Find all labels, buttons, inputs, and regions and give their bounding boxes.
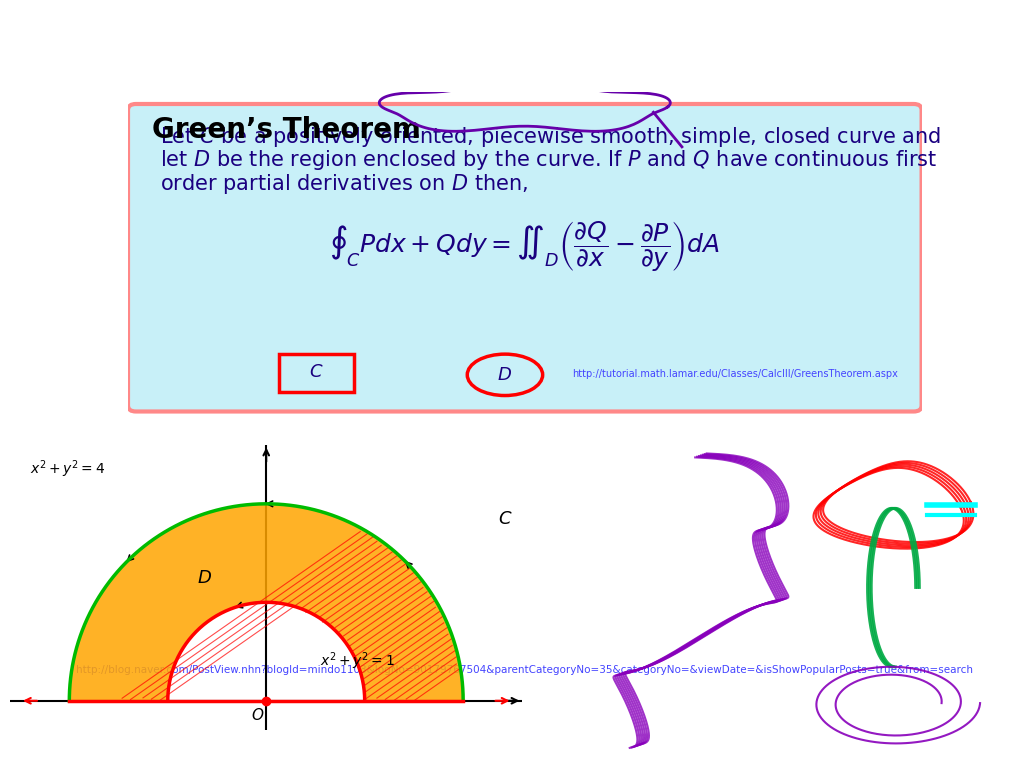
FancyBboxPatch shape (128, 104, 922, 412)
Text: $\mathit{C}$: $\mathit{C}$ (309, 362, 324, 381)
Text: $x^2+y^2=4$: $x^2+y^2=4$ (30, 458, 105, 480)
FancyBboxPatch shape (279, 353, 354, 392)
Ellipse shape (467, 354, 543, 396)
Text: let $\mathit{D}$ be the region enclosed by the curve. If $\mathit{P}$ and $\math: let $\mathit{D}$ be the region enclosed … (160, 148, 937, 172)
Text: $O$: $O$ (252, 707, 265, 723)
Text: $x^2+y^2=1$: $x^2+y^2=1$ (321, 650, 395, 672)
Text: $C$: $C$ (498, 509, 512, 528)
Text: order partial derivatives on $\mathit{D}$ then,: order partial derivatives on $\mathit{D}… (160, 172, 528, 196)
Text: $D$: $D$ (198, 568, 212, 587)
Text: Let $\mathit{C}$ be a positively oriented, piecewise smooth, simple, closed curv: Let $\mathit{C}$ be a positively oriente… (160, 124, 941, 149)
Text: Green’s Theorem: Green’s Theorem (152, 116, 421, 144)
Text: $\oint_C Pdx + Qdy = \iint_D \left( \dfrac{\partial Q}{\partial x} - \dfrac{\par: $\oint_C Pdx + Qdy = \iint_D \left( \dfr… (330, 220, 720, 274)
Polygon shape (70, 504, 463, 700)
Text: $\mathit{D}$: $\mathit{D}$ (498, 366, 512, 384)
Text: http://blog.naver.com/PostView.nhn?blogId=mindo1103&logNo=90179767504&parentCate: http://blog.naver.com/PostView.nhn?blogI… (77, 664, 973, 674)
Text: http://tutorial.math.lamar.edu/Classes/CalcIII/GreensTheorem.aspx: http://tutorial.math.lamar.edu/Classes/C… (572, 369, 898, 379)
